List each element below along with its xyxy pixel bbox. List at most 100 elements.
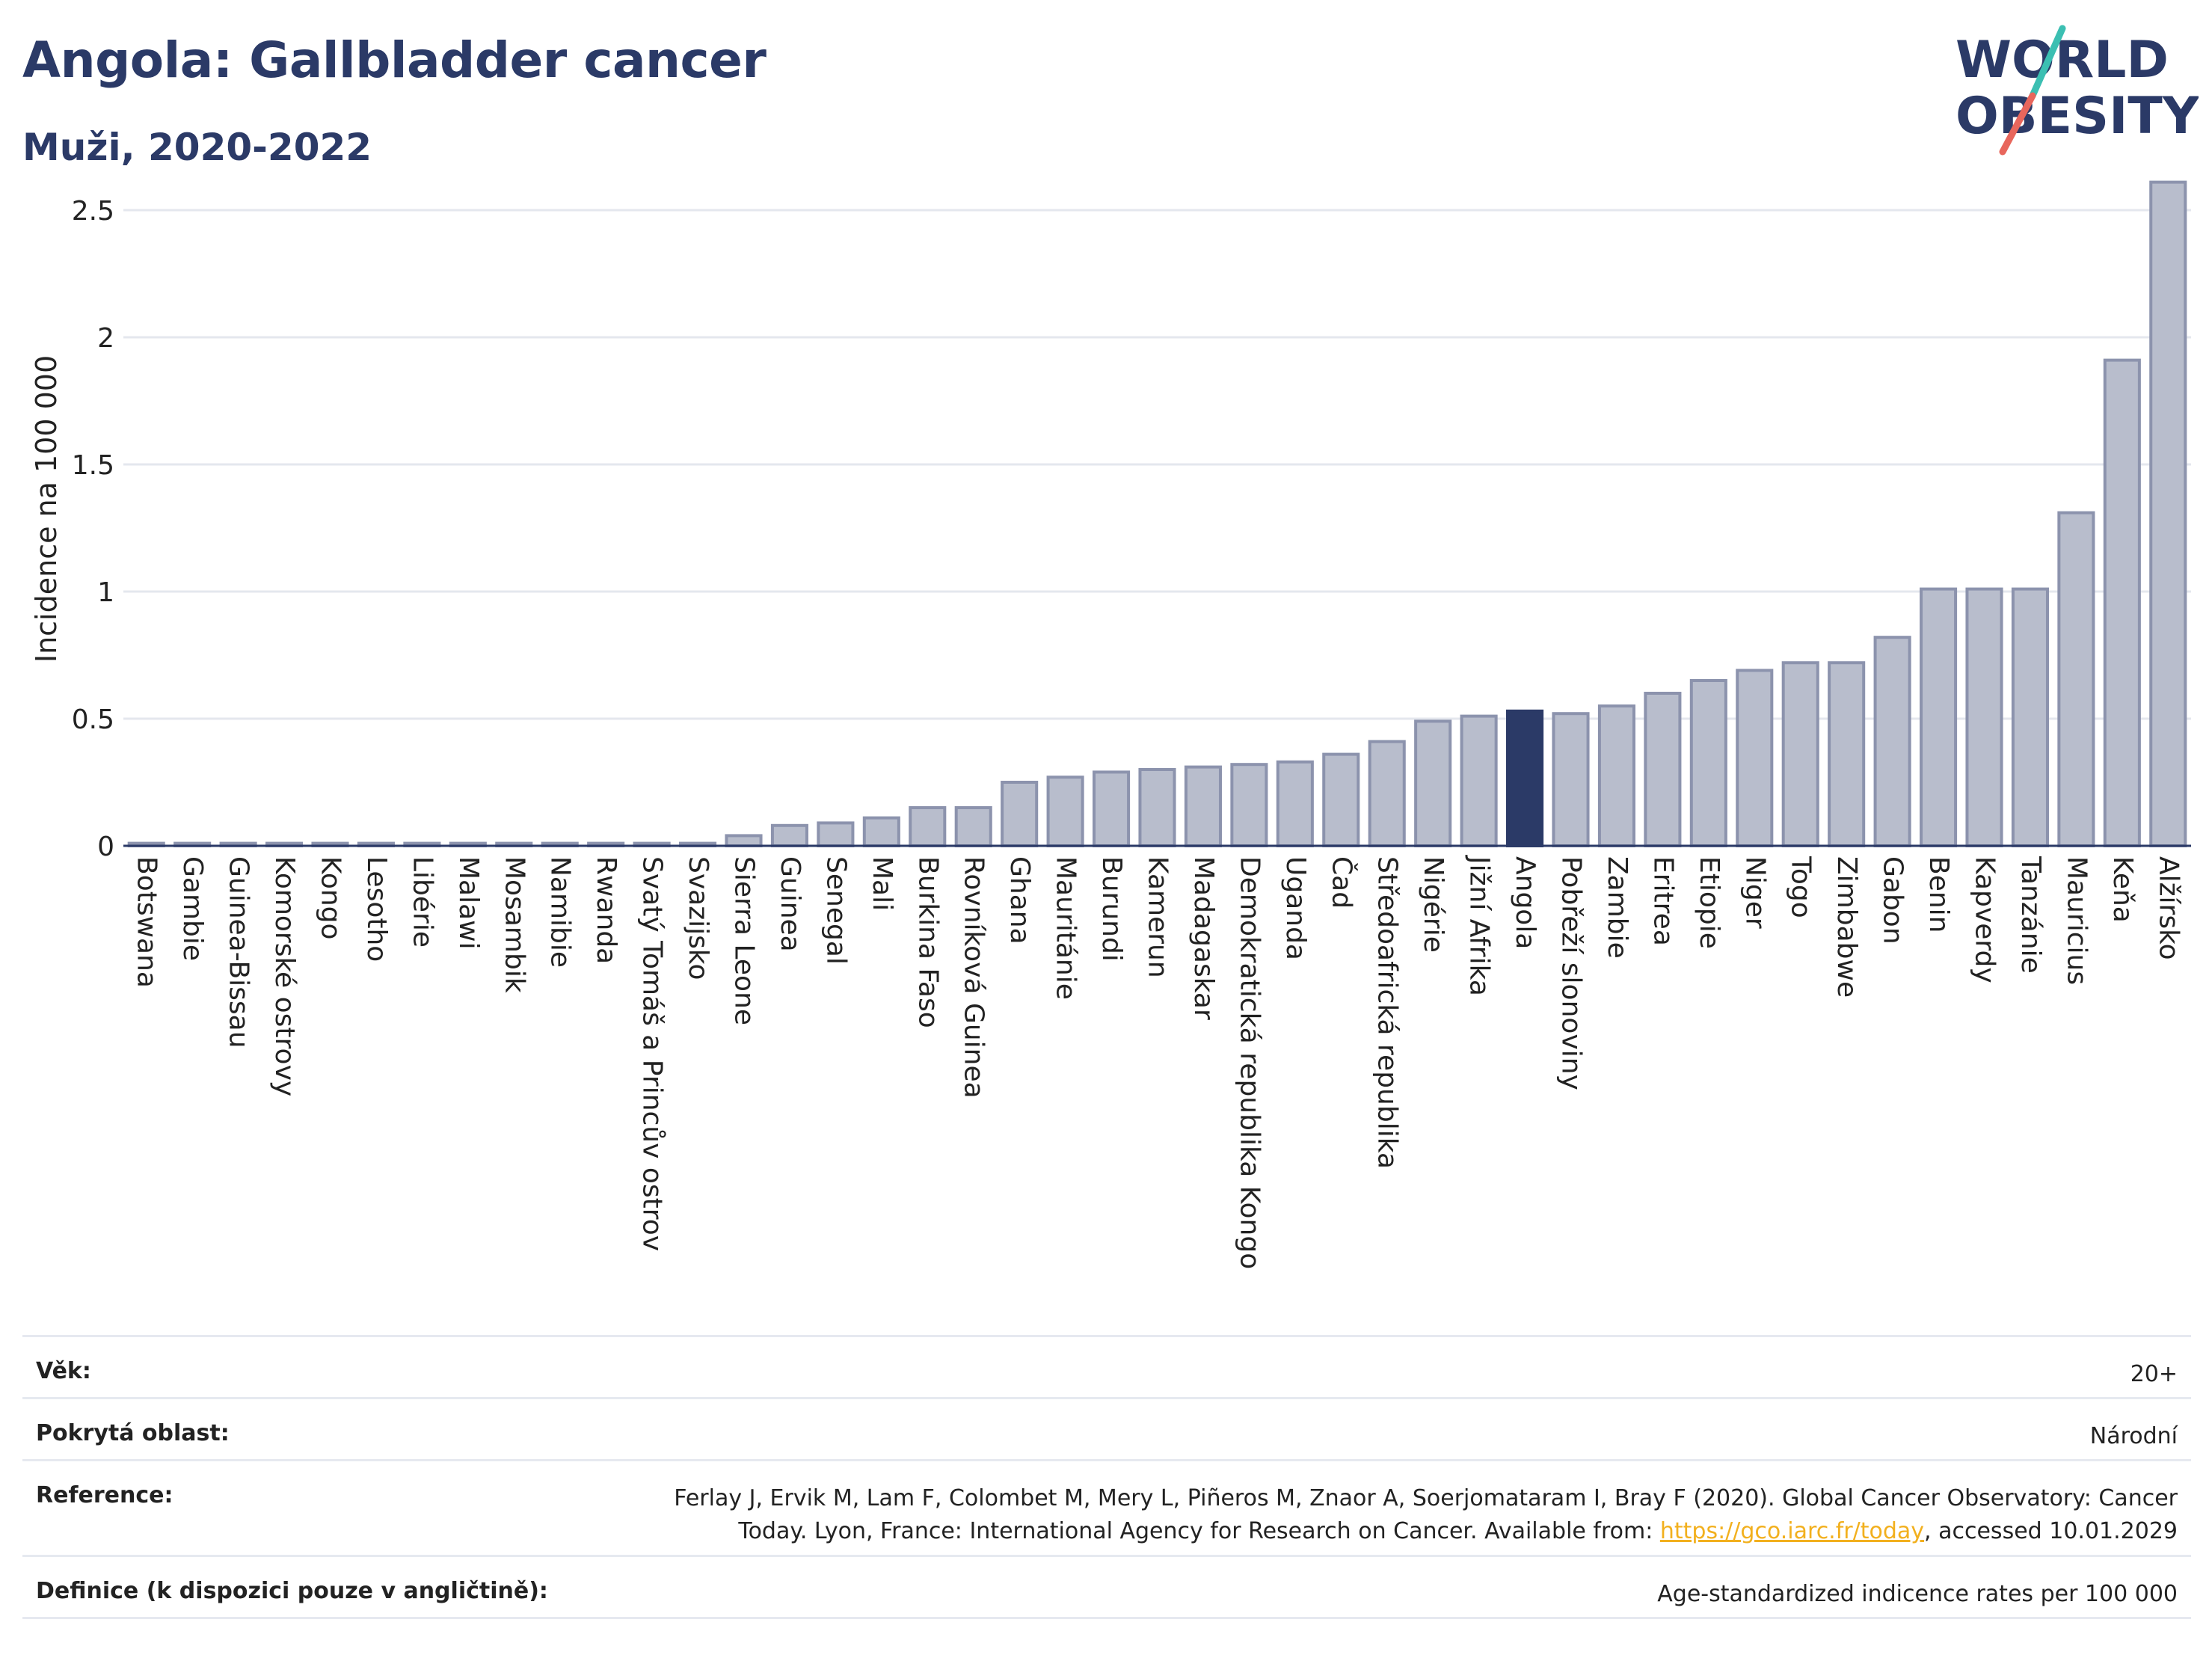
bar[interactable]: [1138, 768, 1176, 847]
x-tick-label: Namibie: [545, 856, 576, 968]
info-row-age: Věk: 20+: [22, 1335, 2191, 1398]
x-tick-label: Tanzánie: [2015, 856, 2046, 974]
x-tick-label: Sierra Leone: [729, 856, 760, 1025]
x-tick-label: Madagaskar: [1188, 856, 1219, 1020]
logo-line1: WORLD: [1956, 31, 2169, 90]
bar[interactable]: [954, 806, 992, 847]
bar[interactable]: [770, 823, 808, 847]
x-tick-label: Guinea-Bissau: [224, 856, 254, 1048]
bar-highlight[interactable]: [1506, 709, 1544, 847]
x-tick-label: Mali: [867, 856, 897, 911]
bar[interactable]: [1230, 763, 1268, 848]
gridlines: [123, 209, 2191, 720]
definition-value: Age-standardized indicence rates per 100…: [573, 1555, 2191, 1619]
x-tick-label: Benin: [1923, 856, 1954, 933]
x-tick-label: Zambie: [1602, 856, 1632, 959]
page-subtitle: Muži, 2020-2022: [22, 126, 372, 169]
y-tick-label: 0.5: [72, 704, 114, 735]
x-tick-label: Zimbabwe: [1831, 856, 1862, 998]
x-tick-label: Togo: [1786, 856, 1816, 918]
bar[interactable]: [2057, 511, 2095, 847]
world-obesity-logo: WORLD OBESITY: [1956, 25, 2199, 156]
definition-label: Definice (k dispozici pouze v angličtině…: [22, 1555, 573, 1619]
y-tick-label: 1.5: [72, 450, 114, 481]
x-tick-label: Etiopie: [1694, 856, 1724, 949]
bar[interactable]: [1001, 781, 1039, 847]
x-tick-label: Malawi: [453, 856, 484, 950]
age-value: 20+: [573, 1335, 2191, 1398]
x-tick-label: Mauricius: [2061, 856, 2092, 985]
info-row-definition: Definice (k dispozici pouze v angličtině…: [22, 1555, 2191, 1619]
reference-value: Ferlay J, Ervik M, Lam F, Colombet M, Me…: [573, 1459, 2191, 1556]
bar[interactable]: [1597, 704, 1635, 847]
x-tick-label: Angola: [1510, 856, 1540, 949]
bar[interactable]: [1689, 679, 1727, 847]
x-tick-label: Alžírsko: [2153, 856, 2184, 960]
bar[interactable]: [1368, 740, 1406, 847]
bar[interactable]: [1093, 770, 1131, 848]
y-axis-ticks: 0 0.5 1 1.5 2 2.5: [72, 196, 114, 862]
bar[interactable]: [2011, 587, 2049, 847]
bar[interactable]: [1552, 712, 1590, 848]
bar[interactable]: [1276, 760, 1314, 847]
bar[interactable]: [1873, 636, 1911, 847]
x-axis-ticks: Botswana Gambie Guinea-Bissau Komorské ostr…: [132, 855, 2184, 1269]
bar-chart: 0 0.5 1 1.5 2 2.5 Botswana Gambie Guinea-Bissau…: [30, 180, 2191, 1269]
x-tick-label: Rovníková Guinea: [959, 856, 989, 1099]
x-tick-label: Eritrea: [1647, 856, 1678, 946]
bars: [127, 180, 2187, 848]
x-tick-label: Čad: [1326, 856, 1357, 909]
bar[interactable]: [725, 834, 763, 848]
x-tick-label: Nigérie: [1418, 856, 1448, 953]
x-tick-label: Kamerun: [1143, 856, 1173, 978]
x-tick-label: Gabon: [1878, 856, 1908, 945]
reference-accessed: , accessed 10.01.2029: [1924, 1518, 2178, 1544]
reference-link[interactable]: https://gco.iarc.fr/today: [1659, 1518, 1925, 1544]
x-tick-label: Guinea: [775, 856, 805, 952]
bar[interactable]: [1322, 752, 1360, 847]
x-tick-label: Kongo: [316, 856, 346, 940]
bar[interactable]: [817, 821, 855, 848]
bar[interactable]: [1184, 765, 1222, 847]
x-tick-label: Jižní Afrika: [1464, 855, 1495, 996]
bar[interactable]: [909, 806, 947, 847]
x-tick-label: Demokratická republika Kongo: [1234, 856, 1265, 1269]
x-tick-label: Burundi: [1096, 856, 1127, 962]
x-tick-label: Komorské ostrovy: [269, 856, 300, 1096]
bar[interactable]: [1046, 776, 1084, 848]
info-row-area: Pokrytá oblast: Národní: [22, 1397, 2191, 1461]
reference-line1: Ferlay J, Ervik M, Lam F, Colombet M, Me…: [674, 1485, 2178, 1511]
x-tick-label: Botswana: [132, 856, 162, 988]
x-tick-label: Středoafrická republika: [1372, 856, 1403, 1169]
x-tick-label: Mosambik: [499, 856, 529, 993]
y-tick-label: 2.5: [72, 196, 114, 227]
bar[interactable]: [1828, 661, 1866, 848]
bar[interactable]: [862, 816, 900, 847]
bar[interactable]: [2103, 358, 2141, 848]
bar[interactable]: [1920, 587, 1958, 847]
info-row-reference: Reference: Ferlay J, Ervik M, Lam F, Col…: [22, 1459, 2191, 1556]
logo-slash-bottom: [1999, 92, 2036, 156]
bar[interactable]: [2149, 180, 2187, 848]
bar[interactable]: [1965, 587, 2003, 847]
x-tick-label: Gambie: [177, 856, 208, 961]
bar[interactable]: [1414, 719, 1452, 848]
age-label: Věk:: [22, 1335, 573, 1398]
x-tick-label: Mauritánie: [1051, 856, 1081, 1000]
x-tick-label: Lesotho: [361, 856, 392, 962]
reference-label: Reference:: [22, 1459, 573, 1556]
reference-line2: Today. Lyon, France: International Agenc…: [738, 1518, 1660, 1544]
bar[interactable]: [1781, 661, 1819, 848]
logo-line2: OBESITY: [1956, 87, 2199, 146]
bar[interactable]: [1644, 692, 1682, 847]
x-tick-label: Uganda: [1280, 856, 1311, 960]
x-tick-label: Kapverdy: [1970, 856, 2000, 983]
bar[interactable]: [1460, 714, 1498, 847]
x-tick-label: Libérie: [407, 856, 437, 948]
x-tick-label: Pobřeží slonoviny: [1556, 856, 1587, 1090]
bar[interactable]: [1736, 669, 1774, 848]
y-axis-label: Incidence na 100 000: [30, 355, 63, 663]
x-tick-label: Burkina Faso: [912, 856, 943, 1028]
y-tick-label: 1: [97, 577, 114, 608]
y-tick-label: 0: [97, 832, 114, 862]
